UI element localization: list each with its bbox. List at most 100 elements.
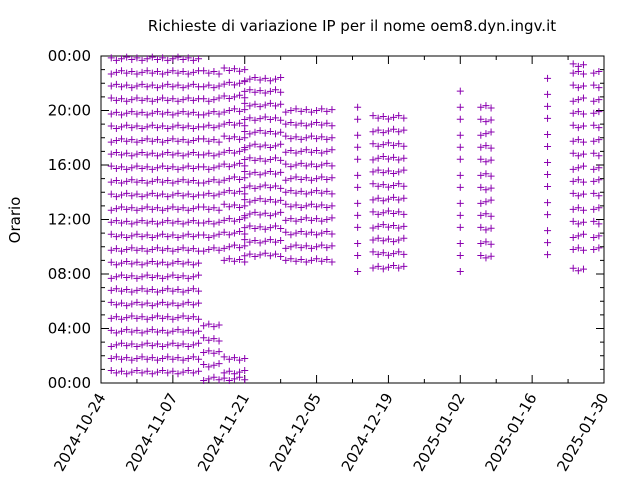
data-point (574, 220, 582, 228)
data-point (164, 148, 172, 156)
data-point (328, 122, 336, 130)
data-point (200, 179, 208, 187)
data-point (128, 288, 136, 296)
data-point (328, 134, 336, 142)
data-point (579, 70, 587, 78)
data-point (282, 148, 290, 156)
x-tick-label: 2024-11-21 (194, 390, 253, 475)
data-point (174, 81, 182, 89)
data-point (544, 251, 552, 259)
data-point (200, 123, 208, 131)
y-tick-label: 00:00 (48, 47, 91, 65)
data-point (323, 119, 331, 127)
data-point (112, 124, 120, 132)
data-point (205, 245, 213, 253)
data-point (574, 176, 582, 184)
data-point (400, 222, 408, 230)
data-point (287, 243, 295, 251)
x-tick-label: 2024-11-07 (122, 390, 181, 475)
data-point (477, 155, 485, 163)
data-point (128, 176, 136, 184)
data-point (112, 68, 120, 76)
data-point (143, 231, 151, 239)
data-point (297, 256, 305, 264)
data-point (123, 53, 131, 61)
data-point (569, 137, 577, 145)
data-point (128, 204, 136, 212)
data-point (251, 74, 259, 82)
data-point (487, 212, 495, 220)
data-point (323, 204, 331, 212)
data-point (241, 236, 249, 244)
data-point (143, 299, 151, 307)
data-point (225, 135, 233, 143)
data-point (159, 218, 167, 226)
data-point (123, 97, 131, 105)
data-point (164, 245, 172, 253)
data-point (189, 177, 197, 185)
data-point (148, 314, 156, 322)
data-point (256, 155, 264, 163)
data-point (210, 108, 218, 116)
data-point (251, 253, 259, 261)
data-point (205, 137, 213, 145)
data-point (225, 66, 233, 74)
data-point (230, 189, 238, 197)
data-point (236, 356, 244, 364)
data-point (210, 192, 218, 200)
data-point (251, 196, 259, 204)
data-point (307, 188, 315, 196)
data-point (128, 136, 136, 144)
data-point (210, 220, 218, 228)
data-point (374, 222, 382, 230)
data-point (225, 255, 233, 263)
data-point (179, 124, 187, 132)
data-point (169, 247, 177, 255)
data-point (323, 147, 331, 155)
data-point (138, 341, 146, 349)
data-point (143, 203, 151, 211)
data-point (169, 219, 177, 227)
data-point (246, 102, 254, 110)
data-point (574, 192, 582, 200)
data-point (256, 87, 264, 95)
data-point (272, 210, 280, 218)
data-point (189, 353, 197, 361)
data-point (569, 165, 577, 173)
data-point (128, 232, 136, 240)
data-point (118, 123, 126, 131)
data-point (153, 328, 161, 336)
data-point (112, 217, 120, 225)
data-point (138, 108, 146, 116)
data-point (544, 171, 552, 179)
data-point (236, 227, 244, 235)
data-point (302, 230, 310, 238)
data-point (313, 147, 321, 155)
data-point (143, 179, 151, 187)
data-point (118, 259, 126, 267)
data-point (200, 247, 208, 255)
data-point (266, 156, 274, 164)
data-point (153, 340, 161, 348)
data-point (246, 238, 254, 246)
data-point (153, 204, 161, 212)
data-point (128, 152, 136, 160)
data-point (292, 217, 300, 225)
data-point (256, 115, 264, 123)
data-point (220, 108, 228, 116)
data-point (169, 327, 177, 335)
data-point (159, 258, 167, 266)
data-point (128, 272, 136, 280)
data-point (579, 82, 587, 90)
data-point (133, 70, 141, 78)
data-point (251, 128, 259, 136)
data-point (287, 255, 295, 263)
data-point (241, 174, 249, 182)
data-point (179, 204, 187, 212)
data-point (230, 229, 238, 237)
data-point (148, 109, 156, 117)
data-point (390, 141, 398, 149)
data-point (153, 84, 161, 92)
data-point (544, 142, 552, 150)
data-point (215, 94, 223, 102)
